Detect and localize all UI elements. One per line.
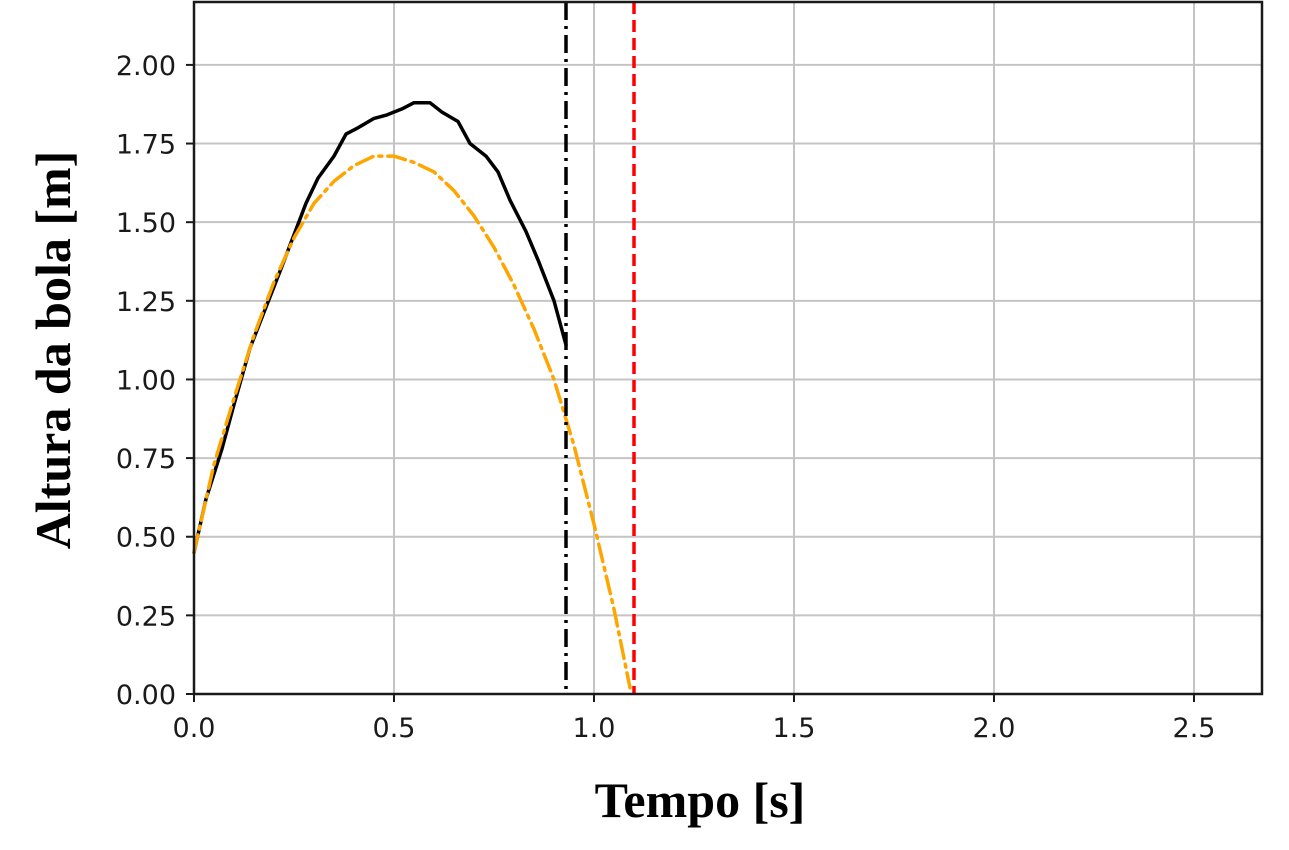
y-tick-label: 0.25 — [116, 601, 176, 632]
x-tick-label: 0.5 — [373, 713, 416, 744]
y-tick-label: 1.25 — [116, 287, 176, 318]
x-axis-label: Tempo [s] — [595, 772, 806, 828]
y-tick-label: 0.00 — [116, 680, 176, 711]
y-tick-label: 0.50 — [116, 523, 176, 554]
y-tick-label: 1.75 — [116, 130, 176, 161]
y-axis-label: Altura da bola [m] — [25, 151, 81, 550]
x-tick-label: 0.0 — [173, 713, 216, 744]
series-line-2 — [192, 154, 632, 690]
plot-frame — [192, 0, 1264, 696]
x-tick-label: 1.5 — [773, 713, 816, 744]
x-tick-label: 1.0 — [573, 713, 616, 744]
x-tick-label: 2.5 — [1173, 713, 1216, 744]
x-tick-label: 2.0 — [973, 713, 1016, 744]
y-tick-label: 2.00 — [116, 51, 176, 82]
tick-layer: 0.0 0.5 1.0 1.5 2.0 2.5 0.00 0.25 0.50 0.75 1.00 1.… — [116, 51, 1216, 744]
grid-layer — [193, 2, 1262, 695]
vline-layer — [564, 2, 636, 694]
series-line-1 — [192, 100, 568, 555]
y-tick-label: 1.50 — [116, 208, 176, 239]
series-layer — [192, 100, 632, 690]
y-tick-label: 1.00 — [116, 365, 176, 396]
y-tick-label: 0.75 — [116, 444, 176, 475]
